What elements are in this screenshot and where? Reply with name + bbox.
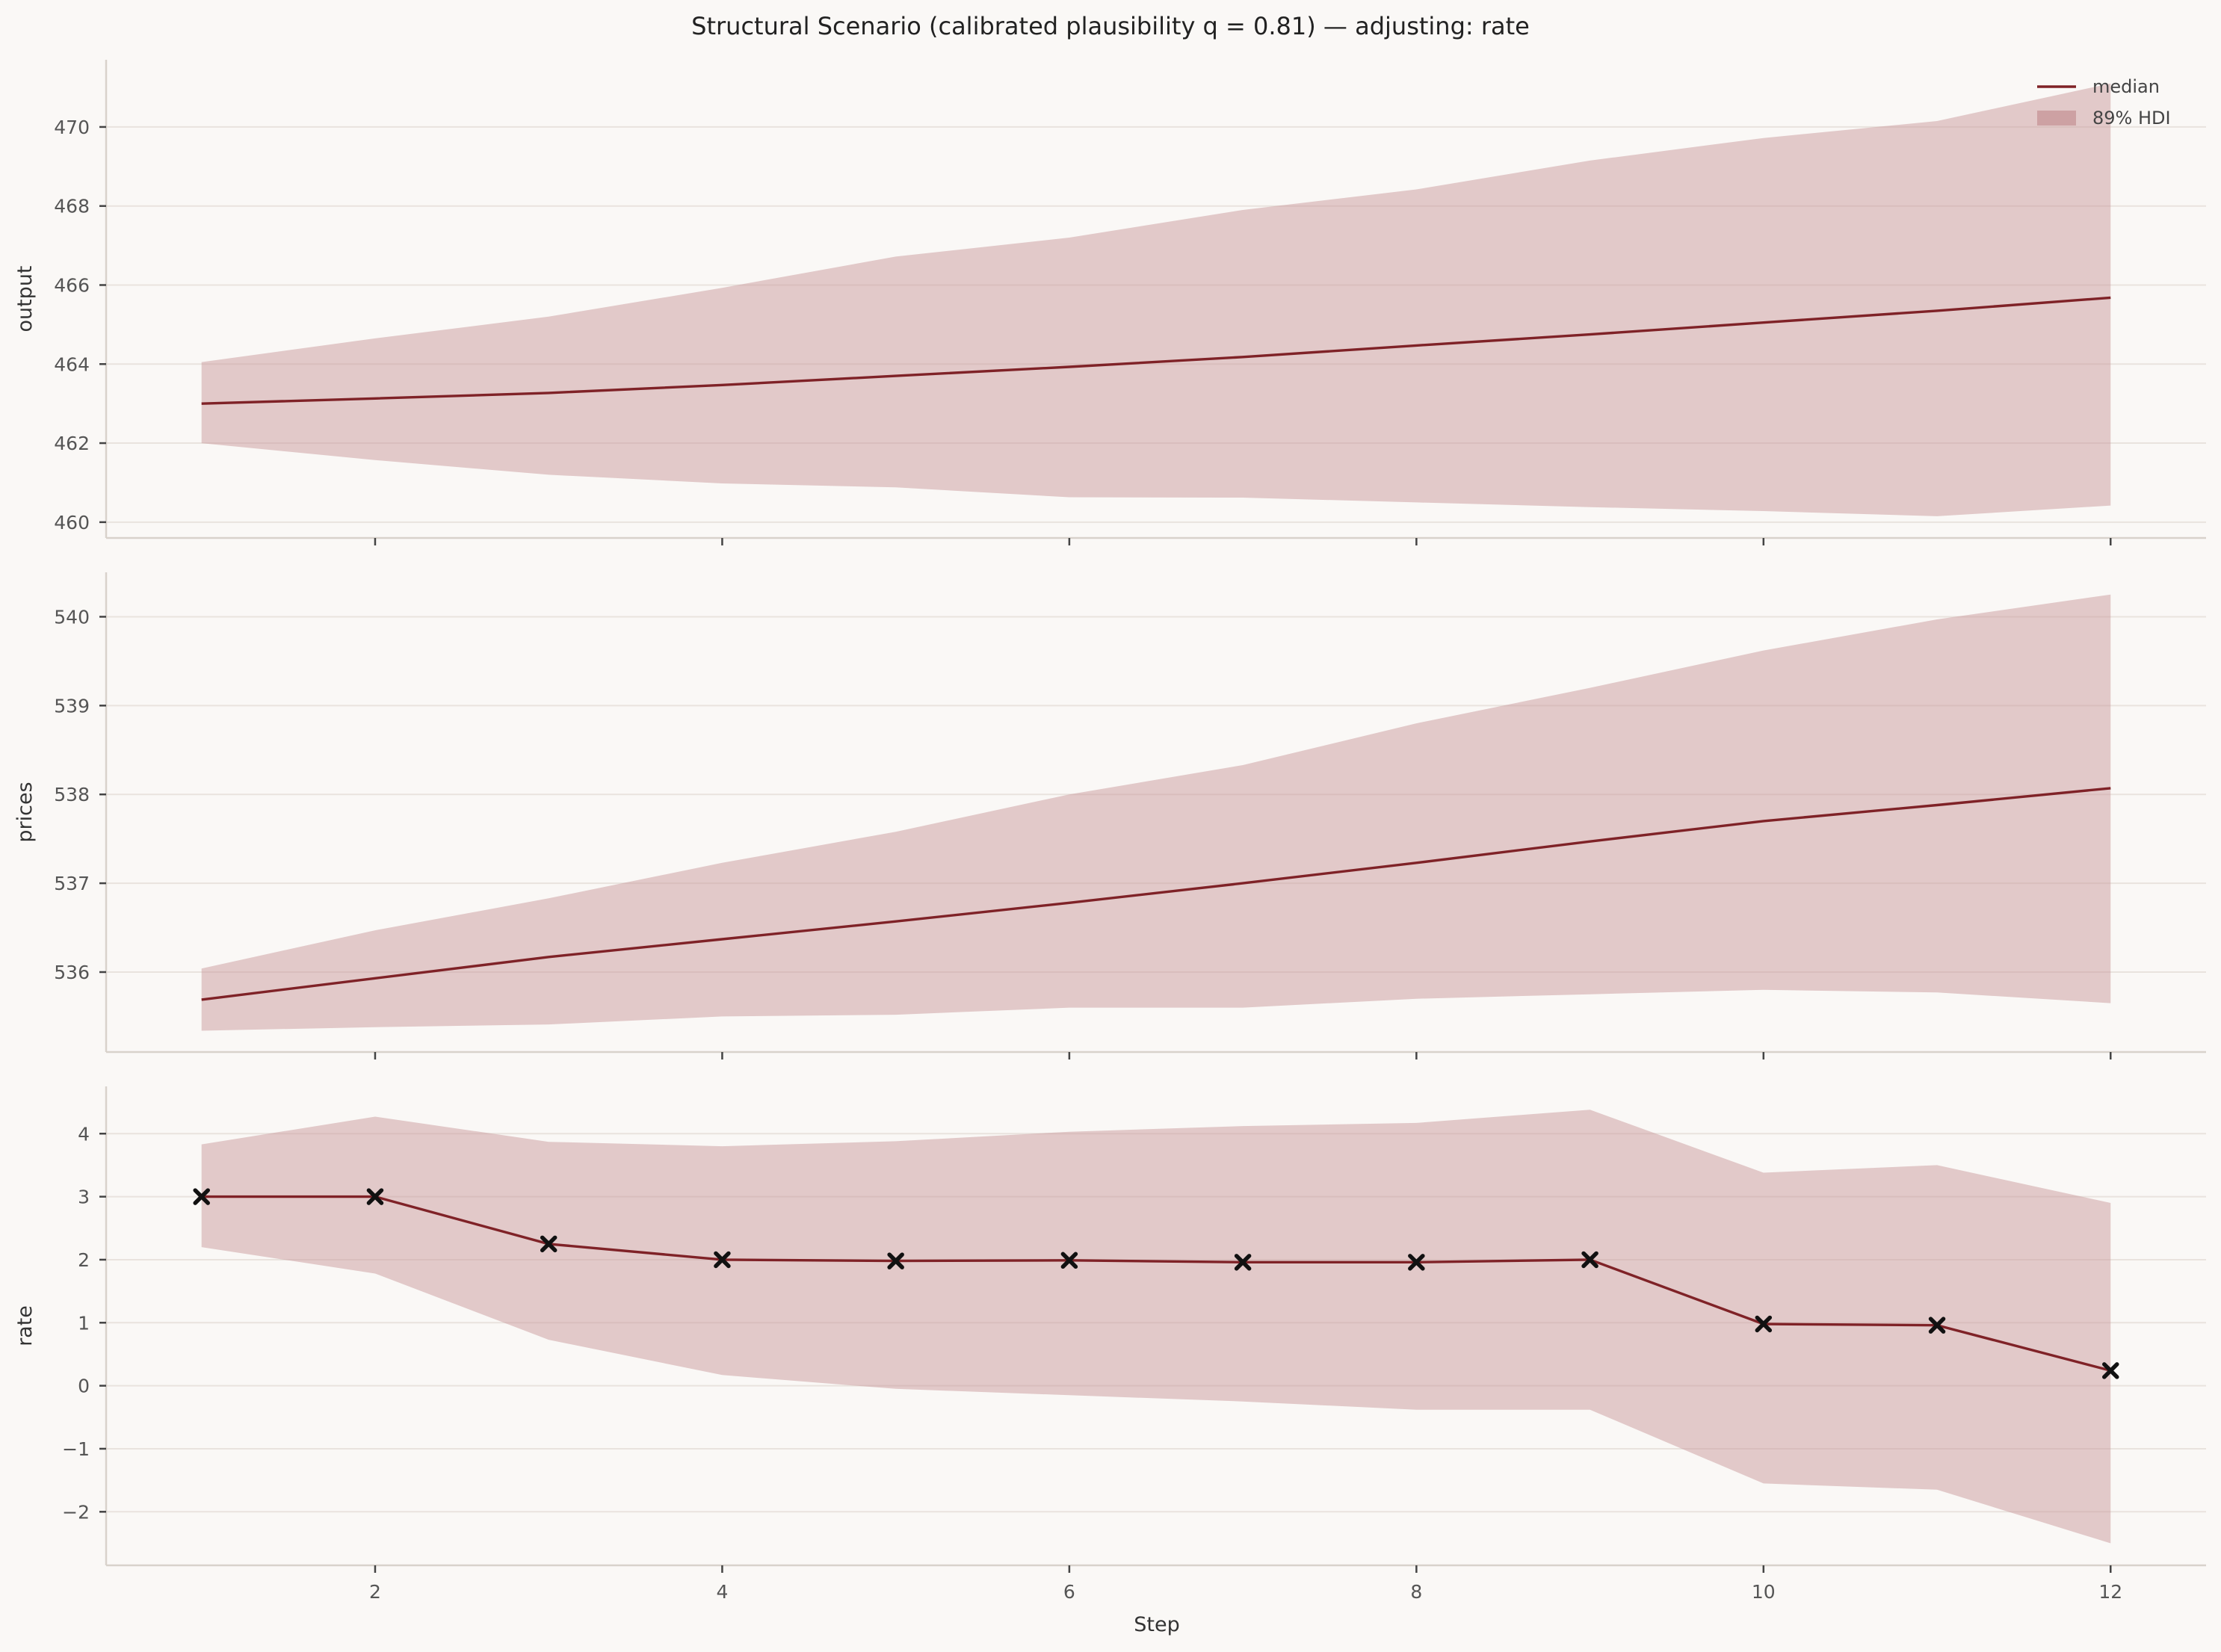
y-tick-label-output-0: 460 [54, 512, 90, 533]
legend-label-0: median [2092, 76, 2160, 97]
y-tick-label-output-3: 466 [54, 274, 90, 296]
y-tick-label-rate-2: 0 [78, 1376, 90, 1397]
hdi-band-rate [201, 1110, 2111, 1544]
panel-prices: 536 537 538 539 540 prices [13, 572, 2206, 1059]
marker-rate-7 [1234, 1254, 1252, 1271]
y-tick-label-prices-3: 539 [54, 695, 90, 717]
y-tick-label-prices-2: 538 [54, 784, 90, 805]
y-tick-label-rate-5: 3 [78, 1187, 90, 1208]
median-line-prices [201, 787, 2111, 1001]
marker-rate-3 [540, 1235, 557, 1253]
legend-swatch-hdi [2037, 111, 2076, 126]
hdi-band-prices [201, 594, 2111, 1031]
panels: 460462464466468470output536537538539540p… [13, 60, 2206, 1603]
marker-rate-1 [193, 1188, 210, 1205]
panel-output: 460 462 464 466 468 470 output [13, 60, 2206, 545]
y-tick-label-output-4: 468 [54, 196, 90, 217]
hdi-band-output [201, 83, 2111, 516]
marker-rate-12 [2102, 1362, 2119, 1379]
marker-rate-6 [1060, 1252, 1078, 1269]
marker-rate-11 [1928, 1317, 1946, 1334]
x-tick-label-2: 6 [1063, 1581, 1075, 1603]
x-axis-label: Step [1134, 1613, 1179, 1636]
x-tick-label-4: 10 [1752, 1581, 1776, 1603]
y-tick-label-output-1: 462 [54, 433, 90, 454]
x-tick-label-0: 2 [369, 1581, 381, 1603]
y-tick-label-rate-0: −2 [62, 1501, 90, 1523]
y-tick-label-rate-3: 1 [78, 1312, 90, 1334]
y-tick-label-rate-4: 2 [78, 1249, 90, 1271]
y-tick-label-prices-4: 540 [54, 606, 90, 628]
y-axis-label-rate: rate [13, 1305, 37, 1346]
marker-rate-8 [1408, 1254, 1425, 1271]
y-axis-label-prices: prices [13, 782, 37, 842]
y-tick-label-rate-1: −1 [62, 1438, 90, 1460]
legend: median 89% HDI [2037, 76, 2171, 129]
y-tick-label-output-5: 470 [54, 117, 90, 138]
y-tick-label-prices-1: 537 [54, 873, 90, 894]
chart-title: Structural Scenario (calibrated plausibi… [691, 12, 1530, 40]
y-tick-label-output-2: 464 [54, 353, 90, 375]
marker-rate-5 [887, 1252, 904, 1269]
x-tick-label-5: 12 [2098, 1581, 2122, 1603]
y-axis-label-output: output [13, 265, 37, 332]
y-tick-label-prices-0: 536 [54, 962, 90, 983]
x-tick-label-3: 8 [1410, 1581, 1422, 1603]
y-tick-label-rate-6: 4 [78, 1123, 90, 1145]
marker-rate-10 [1755, 1315, 1773, 1333]
median-line-output [201, 296, 2111, 405]
x-tick-label-1: 4 [716, 1581, 728, 1603]
marker-rate-2 [366, 1188, 384, 1205]
marker-rate-4 [714, 1251, 731, 1269]
legend-label-1: 89% HDI [2092, 108, 2171, 129]
marker-rate-9 [1581, 1251, 1598, 1269]
median-line-rate [201, 1195, 2111, 1373]
